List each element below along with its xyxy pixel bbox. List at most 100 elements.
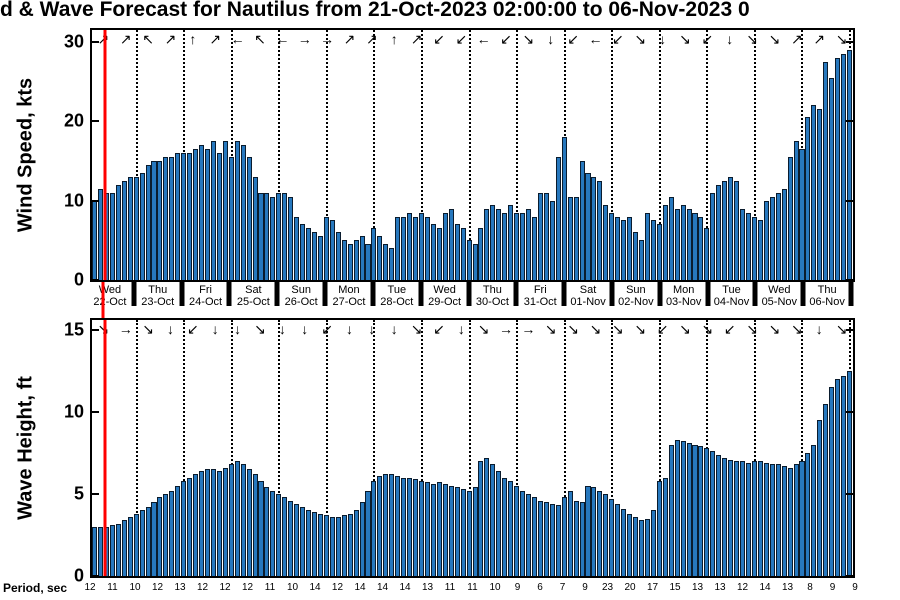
wave-height-bar xyxy=(145,507,151,576)
wave-height-bar xyxy=(448,485,454,576)
wind-speed-bar xyxy=(258,192,264,280)
day-tick xyxy=(370,282,376,306)
wave-height-bar xyxy=(258,480,264,576)
wind-speed-bar xyxy=(365,244,371,280)
wind-speed-bar xyxy=(508,204,514,280)
wind-speed-bar xyxy=(109,192,115,280)
wave-height-bar xyxy=(454,487,460,576)
wave-height-bar xyxy=(472,487,478,576)
wave-height-bar xyxy=(424,482,430,576)
wind-speed-bar xyxy=(454,224,460,280)
wave-height-bar xyxy=(252,474,258,576)
wave-height-direction-arrow: ↘ xyxy=(746,321,758,337)
wave-height-direction-arrow: ↘ xyxy=(790,321,803,337)
wave-height-bar xyxy=(210,469,216,576)
ytick-mark xyxy=(92,199,99,202)
day-tick xyxy=(466,282,472,306)
wave-height-bar xyxy=(413,479,419,576)
wave-height-bar xyxy=(389,474,395,576)
wave-height-bar xyxy=(787,467,793,576)
period-values: 12 11 10 12 13 12 12 12 11 10 14 12 14 14 14 13 11 11 10 9 6… xyxy=(84,582,858,596)
wind-speed-bar xyxy=(633,232,639,280)
wind-speed-bar xyxy=(210,141,216,280)
day-gridline xyxy=(325,30,328,280)
current-time-line xyxy=(101,282,105,318)
wind-speed-direction-arrow: ↗ xyxy=(343,31,356,47)
wind-speed-bar xyxy=(555,156,561,280)
wind-speed-bar xyxy=(115,184,121,280)
wave-height-bar xyxy=(573,500,579,576)
wave-height-direction-arrow: ↓ xyxy=(234,321,242,337)
wind-speed-bar xyxy=(181,153,187,280)
period-value: 9 xyxy=(514,582,521,593)
period-value: 11 xyxy=(444,582,456,593)
wave-height-direction-arrow: ↙ xyxy=(321,321,333,337)
wave-height-ytick-label: 10 xyxy=(63,401,84,422)
wave-height-bar xyxy=(163,493,169,576)
wind-speed-direction-arrow: ↖ xyxy=(254,31,266,47)
wind-speed-bar xyxy=(722,180,728,280)
ytick-mark xyxy=(846,120,853,123)
wind-speed-bar xyxy=(847,49,853,280)
wave-height-direction-arrow: ↘ xyxy=(701,321,714,337)
wave-height-bar xyxy=(306,510,312,576)
wind-speed-bar xyxy=(163,156,169,280)
wave-height-bar xyxy=(615,503,621,576)
period-value: 11 xyxy=(107,582,118,593)
day-gridline xyxy=(420,320,423,576)
day-tick xyxy=(226,282,232,306)
day-gridline xyxy=(278,30,281,280)
period-label: Period, sec xyxy=(3,581,68,595)
wind-speed-bar xyxy=(811,105,817,280)
ytick-mark xyxy=(846,40,853,43)
wave-height-bar xyxy=(282,497,288,576)
wind-speed-direction-arrow: ← xyxy=(588,31,603,47)
ytick-mark xyxy=(846,199,853,202)
wind-speed-bar xyxy=(121,180,127,280)
period-value: 17 xyxy=(646,582,659,593)
period-value: 9 xyxy=(852,582,858,593)
day-label: Fri 24-Oct xyxy=(189,284,223,308)
wave-height-bar xyxy=(270,490,276,576)
wave-height-bar xyxy=(234,461,240,576)
current-time-line xyxy=(103,30,107,280)
ytick-mark xyxy=(92,492,99,495)
wave-axis-label: Wave Height, ft xyxy=(14,376,37,520)
wave-height-bar xyxy=(353,510,359,576)
wave-height-bar xyxy=(335,516,341,576)
wind-speed-direction-arrow: ← xyxy=(230,31,245,47)
day-tick xyxy=(800,282,806,306)
wind-speed-bar xyxy=(317,236,323,280)
wave-height-direction-arrow: ↘ xyxy=(634,321,647,337)
wind-speed-bar xyxy=(418,212,425,280)
wind-speed-bar xyxy=(793,141,799,280)
wind-speed-direction-arrow: ↓ xyxy=(547,31,555,47)
day-tick xyxy=(752,282,758,306)
wave-height-bar xyxy=(430,484,436,576)
wind-speed-ytick-label: 30 xyxy=(63,31,84,52)
wind-speed-bar xyxy=(240,145,246,280)
ytick-mark xyxy=(846,279,853,281)
wave-height-direction-arrow: ↘ xyxy=(142,321,155,337)
wave-height-bar xyxy=(662,477,668,576)
day-label: Sat 01-Nov xyxy=(570,284,606,308)
wave-height-bar xyxy=(835,379,841,576)
wave-height-bar xyxy=(478,461,484,576)
wave-height-bar xyxy=(359,502,365,576)
wave-height-direction-arrow: → xyxy=(118,321,133,337)
wave-height-direction-arrow: ↘ xyxy=(410,321,423,337)
wind-speed-direction-arrow: ↙ xyxy=(701,31,714,47)
wind-speed-bar xyxy=(585,172,591,280)
day-gridline xyxy=(230,320,233,576)
wave-height-bar xyxy=(276,493,282,576)
day-tick xyxy=(705,282,711,306)
wave-height-direction-arrow: ↘ xyxy=(612,321,624,337)
wave-height-bar xyxy=(442,484,448,576)
wind-speed-bar xyxy=(520,212,526,280)
wave-height-bar xyxy=(633,516,639,576)
wave-height-bar xyxy=(644,518,650,576)
wave-height-bar xyxy=(496,470,502,576)
wave-height-bar xyxy=(817,420,823,576)
wind-speed-bar xyxy=(270,196,276,280)
wave-height-direction-arrow: ↓ xyxy=(278,321,286,337)
